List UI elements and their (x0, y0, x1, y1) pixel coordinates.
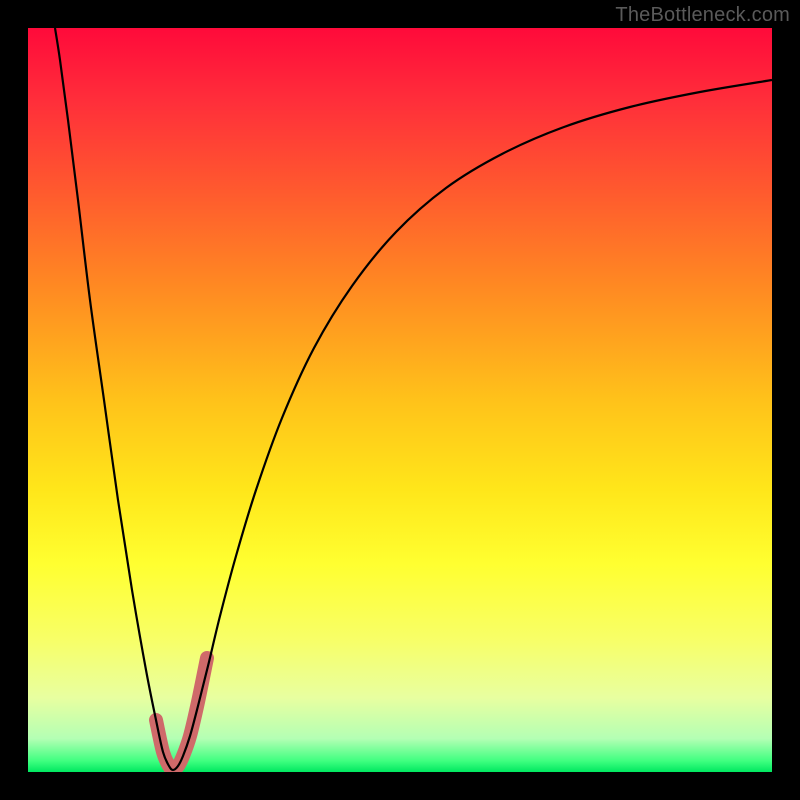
bottleneck-curve-chart (0, 0, 800, 800)
plot-gradient-background (28, 28, 772, 772)
chart-stage: TheBottleneck.com (0, 0, 800, 800)
